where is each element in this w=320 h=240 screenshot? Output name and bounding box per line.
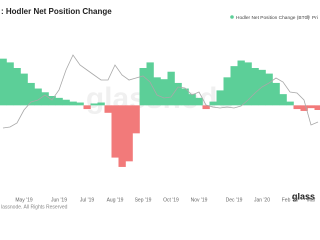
x-tick-label: May '19	[15, 197, 33, 203]
bar	[111, 105, 119, 158]
x-tick-label: Jul '19	[80, 197, 95, 203]
bar	[188, 94, 196, 106]
bar	[307, 105, 315, 109]
bar	[251, 68, 259, 106]
bar	[258, 69, 266, 106]
bar	[62, 99, 70, 106]
x-tick-label: Sep '19	[135, 197, 152, 203]
bar	[244, 62, 252, 106]
legend-marker	[306, 15, 310, 19]
bar	[223, 77, 231, 106]
bar	[90, 103, 98, 106]
x-tick-label: Mar	[307, 197, 316, 203]
bar	[0, 58, 7, 106]
bar	[279, 94, 287, 106]
bar	[13, 68, 21, 106]
chart-title: : Hodler Net Position Change	[1, 7, 112, 16]
bar	[216, 90, 224, 106]
legend-label: Pri	[312, 15, 318, 21]
bar	[83, 105, 91, 110]
bar	[237, 60, 245, 106]
bar	[286, 101, 294, 106]
bar	[20, 73, 28, 106]
bar	[125, 105, 133, 162]
x-tick-label: Jan '20	[254, 197, 270, 203]
bar	[174, 82, 182, 106]
bar	[202, 105, 210, 110]
bar	[97, 102, 105, 106]
bar	[69, 101, 77, 106]
x-tick-label: Jun '19	[51, 197, 67, 203]
bar	[314, 105, 320, 110]
bar	[195, 97, 203, 106]
bar	[27, 82, 35, 106]
x-tick-label: Oct '19	[163, 197, 179, 203]
chart: : Hodler Net Position Change glassnode l…	[0, 7, 320, 210]
price-line	[2, 54, 319, 129]
bar	[139, 68, 147, 106]
bar	[132, 105, 140, 134]
bar	[104, 105, 112, 113]
bar	[48, 96, 56, 106]
bar	[118, 105, 126, 167]
x-tick-label: Nov '19	[191, 197, 208, 203]
bar	[300, 105, 308, 111]
bar	[55, 97, 63, 106]
bar	[146, 62, 154, 106]
bar	[167, 71, 175, 106]
x-tick-label: Aug '19	[107, 197, 124, 203]
bar	[265, 73, 273, 106]
bar	[6, 62, 14, 106]
bar	[209, 101, 217, 106]
bar	[41, 92, 49, 106]
bar	[230, 66, 238, 106]
bar	[34, 88, 42, 106]
x-tick-label: Feb '20	[282, 197, 299, 203]
bar	[76, 102, 84, 106]
legend-marker	[230, 15, 234, 19]
x-tick-label: Dec '19	[226, 197, 243, 203]
legend-label: Hodler Net Position Change (BTC)	[236, 15, 310, 21]
bar	[160, 79, 168, 106]
footer: lassnode. All Rights Reserved	[1, 204, 68, 210]
logo: glass	[292, 191, 315, 201]
bar	[181, 88, 189, 106]
bar	[272, 82, 280, 106]
bar	[153, 77, 161, 106]
bar	[293, 105, 301, 110]
